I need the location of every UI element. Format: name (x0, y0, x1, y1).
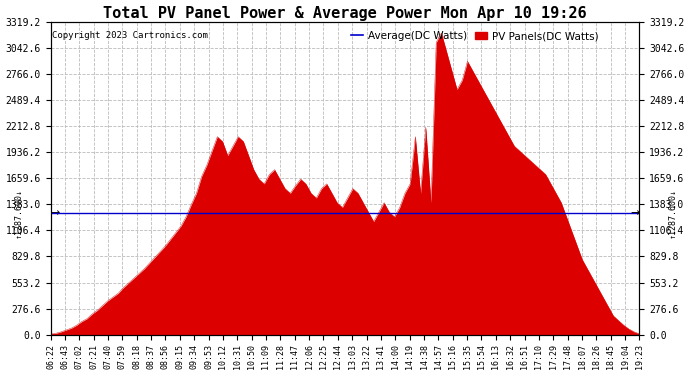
Text: Copyright 2023 Cartronics.com: Copyright 2023 Cartronics.com (52, 31, 208, 40)
Text: →: → (50, 208, 60, 218)
Legend: Average(DC Watts), PV Panels(DC Watts): Average(DC Watts), PV Panels(DC Watts) (346, 27, 602, 45)
Title: Total PV Panel Power & Average Power Mon Apr 10 19:26: Total PV Panel Power & Average Power Mon… (104, 6, 586, 21)
Text: ↑1287.600↓: ↑1287.600↓ (667, 188, 676, 238)
Text: ↑1287.600↓: ↑1287.600↓ (14, 188, 23, 238)
Text: →: → (630, 208, 640, 218)
